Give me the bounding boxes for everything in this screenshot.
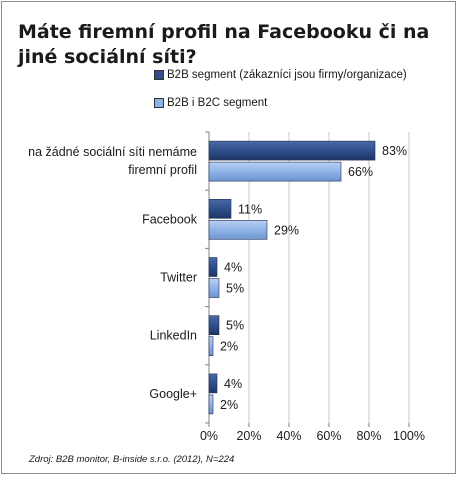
data-label: 4% — [224, 377, 242, 391]
legend-swatch-b2b — [154, 70, 164, 80]
bar — [208, 315, 220, 336]
x-tick-label: 0% — [200, 429, 218, 443]
category-label: Facebook — [142, 212, 198, 226]
bar — [208, 394, 214, 415]
category-label: Google+ — [149, 387, 197, 401]
data-label: 66% — [348, 165, 373, 179]
source-note: Zdroj: B2B monitor, B-inside s.r.o. (201… — [29, 454, 235, 465]
bar — [208, 336, 214, 357]
data-label: 4% — [224, 261, 242, 275]
bar — [208, 140, 376, 161]
chart-title: Máte firemní profil na Facebooku či na j… — [18, 21, 430, 68]
legend-swatch-b2b-b2c — [154, 98, 164, 108]
x-tick-label: 20% — [236, 429, 261, 443]
category-label: na žádné sociální síti nemáme — [28, 145, 197, 159]
data-label: 2% — [220, 398, 238, 412]
bar — [208, 373, 218, 394]
legend-label-b2b-b2c: B2B i B2C segment — [167, 97, 268, 109]
legend-label-b2b: B2B segment (zákazníci jsou firmy/organi… — [167, 69, 407, 81]
x-tick-label: 80% — [356, 429, 381, 443]
bar — [208, 220, 268, 240]
data-label: 11% — [238, 202, 262, 216]
category-label: LinkedIn — [150, 329, 197, 343]
data-label: 5% — [226, 282, 244, 296]
data-label: 5% — [226, 319, 244, 333]
x-tick-label: 60% — [316, 429, 341, 443]
data-label: 29% — [274, 223, 299, 237]
category-label: Twitter — [160, 271, 197, 285]
x-tick-label: 100% — [393, 429, 425, 443]
bar — [208, 278, 220, 298]
x-tick-label: 40% — [276, 429, 301, 443]
category-label: firemní profil — [128, 163, 197, 177]
bar — [208, 161, 342, 182]
data-label: 2% — [220, 340, 238, 354]
bar — [208, 257, 218, 277]
data-label: 83% — [382, 144, 407, 158]
bar — [208, 199, 232, 219]
